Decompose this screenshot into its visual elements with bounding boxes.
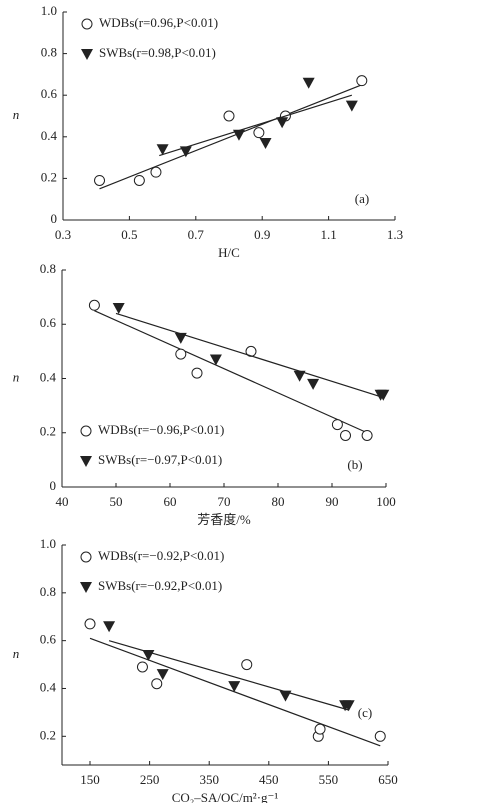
y-tick-label: 0.4: [40, 369, 57, 384]
legend-marker: [81, 49, 93, 60]
point: [84, 618, 96, 630]
y-tick-label: 0: [50, 478, 57, 493]
x-tick-label: 80: [272, 494, 285, 509]
point: [276, 117, 289, 129]
x-tick-label: 0.9: [254, 227, 270, 242]
point: [175, 348, 187, 360]
y-tick-label: 0.8: [40, 261, 56, 276]
legend-label: SWBs(r=−0.97,P<0.01): [98, 452, 222, 467]
y-tick-label: 0.6: [40, 315, 57, 330]
x-tick-label: 50: [110, 494, 123, 509]
x-tick-label: 0.5: [121, 227, 137, 242]
point: [340, 429, 351, 441]
x-tick-label: 650: [378, 772, 398, 787]
point: [342, 700, 355, 712]
point: [259, 138, 272, 150]
point: [279, 690, 292, 702]
legend-label: WDBs(r=−0.96,P<0.01): [98, 422, 224, 437]
x-tick-label: 1.3: [387, 227, 403, 242]
x-tick-label: 150: [80, 772, 100, 787]
x-axis-label: 芳香度/%: [197, 512, 251, 527]
point: [314, 723, 326, 735]
y-tick-label: 0.8: [41, 45, 57, 60]
point: [179, 146, 192, 158]
point: [302, 77, 315, 89]
x-tick-label: 0.3: [55, 227, 71, 242]
point: [228, 681, 241, 693]
x-tick-label: 90: [326, 494, 339, 509]
point: [151, 678, 163, 690]
y-tick-label: 0.4: [40, 679, 57, 694]
point: [191, 367, 203, 379]
point: [331, 419, 343, 431]
point: [307, 378, 320, 390]
x-axis-label: CO₂–SA/OC/m²·g⁻¹: [172, 790, 279, 803]
y-axis-label: n: [13, 369, 20, 384]
point: [133, 174, 145, 186]
point: [103, 621, 116, 633]
point: [361, 429, 373, 441]
point: [356, 75, 368, 87]
fit-line: [94, 310, 368, 434]
point: [377, 389, 390, 401]
fit-line: [99, 84, 363, 190]
point: [174, 332, 187, 344]
x-tick-label: 250: [140, 772, 160, 787]
x-tick-label: 350: [199, 772, 219, 787]
y-tick-label: 0.6: [41, 86, 58, 101]
point: [374, 730, 386, 742]
y-tick-label: 0.8: [40, 584, 56, 599]
y-tick-label: 0.2: [40, 727, 56, 742]
x-tick-label: 450: [259, 772, 279, 787]
y-axis-label: n: [13, 107, 20, 122]
x-tick-label: 60: [164, 494, 177, 509]
point: [241, 659, 253, 671]
x-tick-label: 70: [218, 494, 231, 509]
fit-line: [159, 94, 353, 157]
point: [293, 370, 306, 382]
point: [150, 166, 162, 178]
point: [253, 127, 265, 139]
point: [136, 661, 148, 673]
legend-marker: [81, 18, 93, 30]
point: [345, 100, 358, 112]
x-tick-label: 550: [319, 772, 339, 787]
point: [223, 110, 235, 122]
legend-label: SWBs(r=−0.92,P<0.01): [98, 578, 222, 593]
point: [156, 144, 169, 156]
y-tick-label: 0: [51, 211, 58, 226]
legend-marker: [80, 551, 92, 563]
fit-line: [89, 637, 381, 747]
legend-marker: [80, 582, 92, 593]
y-tick-label: 1.0: [41, 3, 57, 18]
panel-label: (a): [355, 191, 369, 206]
y-axis-label: n: [13, 646, 20, 661]
x-tick-label: 40: [56, 494, 69, 509]
x-axis-label: H/C: [218, 245, 240, 260]
point: [88, 299, 100, 311]
panel-label: (c): [358, 705, 372, 720]
y-tick-label: 0.4: [41, 128, 58, 143]
legend-label: WDBs(r=0.96,P<0.01): [99, 15, 218, 30]
fit-line: [115, 312, 384, 399]
point: [112, 302, 125, 314]
panel-label: (b): [347, 457, 362, 472]
y-tick-label: 0.2: [40, 424, 56, 439]
y-tick-label: 0.2: [41, 169, 57, 184]
y-tick-label: 1.0: [40, 536, 56, 551]
point: [94, 174, 106, 186]
y-tick-label: 0.6: [40, 632, 57, 647]
point: [232, 129, 245, 141]
point: [156, 669, 169, 681]
legend-marker: [80, 456, 92, 467]
point: [209, 354, 222, 366]
legend-label: SWBs(r=0.98,P<0.01): [99, 45, 216, 60]
x-tick-label: 0.7: [188, 227, 205, 242]
legend-label: WDBs(r=−0.92,P<0.01): [98, 548, 224, 563]
x-tick-label: 1.1: [320, 227, 336, 242]
legend-marker: [80, 425, 92, 437]
x-tick-label: 100: [376, 494, 396, 509]
point: [142, 650, 155, 661]
